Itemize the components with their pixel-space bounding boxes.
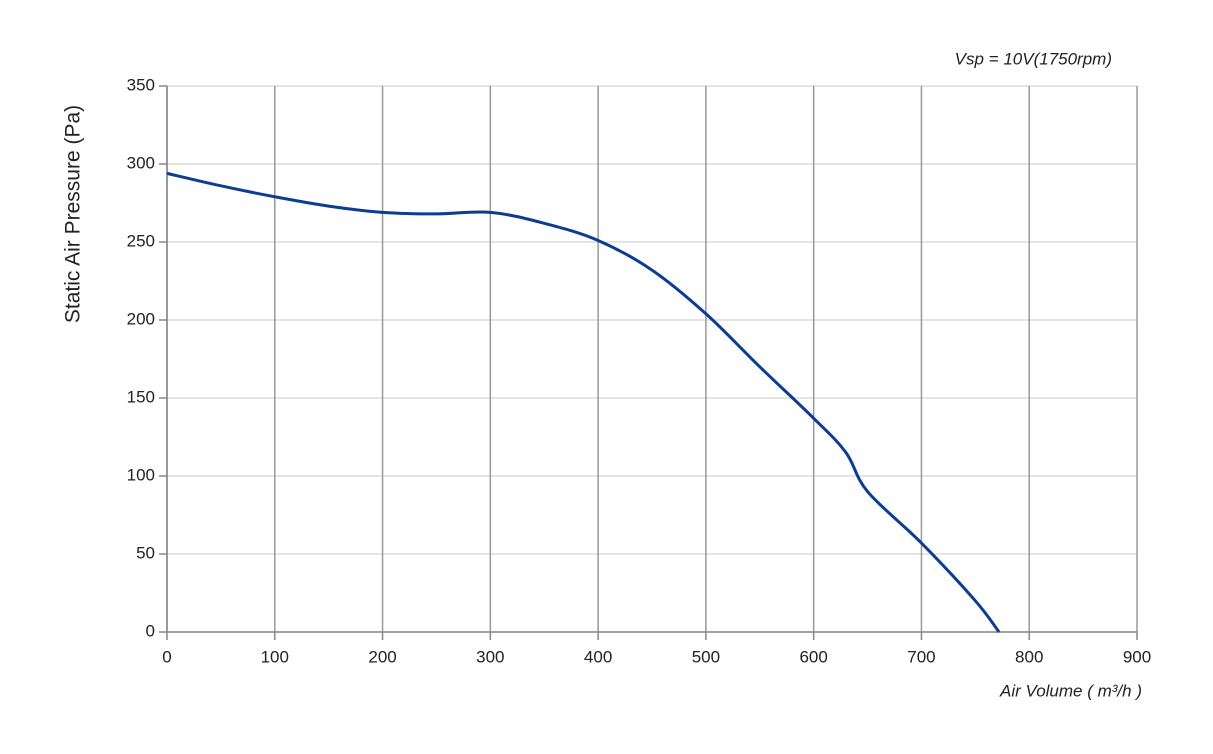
y-tick-label: 100 — [127, 465, 155, 484]
data-line — [166, 171, 1001, 633]
x-tick-label: 900 — [1123, 647, 1151, 666]
y-tick-label: 300 — [127, 153, 155, 172]
y-tick-label: 150 — [127, 387, 155, 406]
y-axis-label: Static Air Pressure (Pa) — [62, 105, 85, 323]
chart-title: Vsp = 10V(1750rpm) — [955, 49, 1112, 68]
x-axis-label: Air Volume ( m³/h ) — [999, 681, 1142, 700]
x-tick-label: 0 — [162, 647, 171, 666]
x-tick-label: 200 — [368, 647, 396, 666]
y-tick-label: 50 — [136, 543, 155, 562]
x-tick-label: 500 — [692, 647, 720, 666]
x-tick-label: 600 — [799, 647, 827, 666]
x-tick-label: 400 — [584, 647, 612, 666]
y-tick-label: 200 — [127, 309, 155, 328]
y-tick-label: 0 — [146, 621, 155, 640]
x-tick-label: 100 — [261, 647, 289, 666]
x-tick-label: 800 — [1015, 647, 1043, 666]
x-tick-label: 300 — [476, 647, 504, 666]
x-tick-label: 700 — [907, 647, 935, 666]
y-tick-label: 350 — [127, 75, 155, 94]
y-tick-label: 250 — [127, 231, 155, 250]
